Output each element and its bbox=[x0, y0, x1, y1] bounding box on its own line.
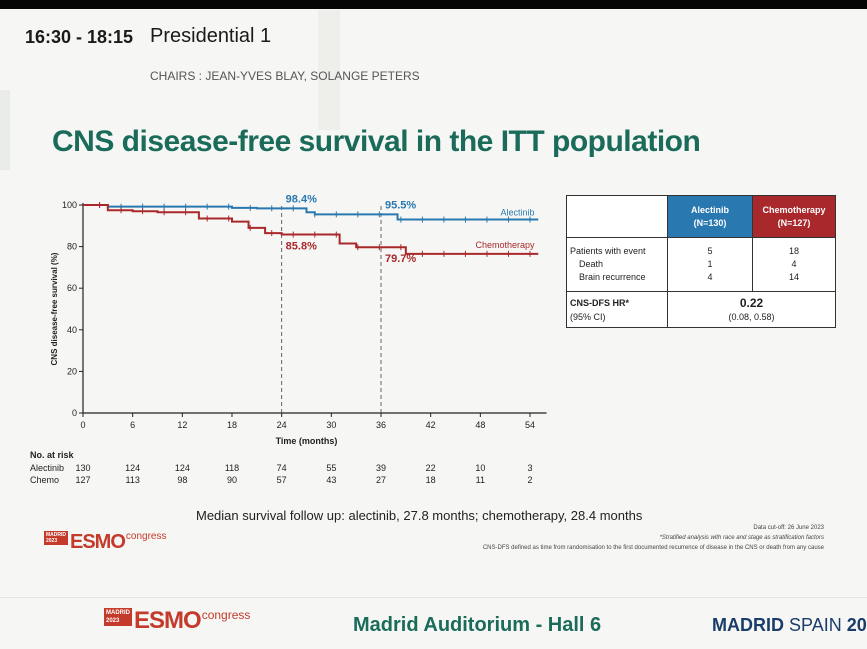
hr-label: CNS-DFS HR* bbox=[570, 297, 630, 308]
x-tick-label: 48 bbox=[475, 420, 485, 430]
session-chairs: CHAIRS : JEAN-YVES BLAY, SOLANGE PETERS bbox=[150, 69, 420, 83]
series-line-alectinib bbox=[83, 204, 539, 221]
annotation-79.7%: 79.7% bbox=[385, 253, 416, 265]
ci-label: (95% CI) bbox=[570, 311, 606, 322]
background-bar-left bbox=[0, 90, 10, 170]
x-axis-label: Time (months) bbox=[276, 436, 338, 446]
death-chemo: 4 bbox=[791, 259, 797, 269]
x-tick-label: 18 bbox=[227, 420, 237, 430]
events-labels: Patients with event Death Brain recurren… bbox=[566, 237, 668, 292]
at-risk-cell: 10 bbox=[475, 463, 486, 473]
venue-label: Madrid Auditorium - Hall 6 bbox=[353, 614, 602, 636]
table-corner bbox=[566, 195, 668, 238]
x-tick-label: 36 bbox=[376, 420, 386, 430]
summary-table: Alectinib (N=130) Chemotherapy (N=127) P… bbox=[566, 195, 836, 328]
at-risk-cell: 2 bbox=[527, 475, 533, 485]
header-chemo-name: Chemotherapy bbox=[762, 204, 826, 215]
session-name: Presidential 1 bbox=[150, 25, 272, 47]
logo-city-badge: MADRID 2023 bbox=[44, 531, 68, 545]
top-black-bar bbox=[0, 0, 867, 9]
table-header-chemotherapy: Chemotherapy (N=127) bbox=[752, 195, 836, 238]
y-tick-label: 20 bbox=[67, 366, 77, 376]
brain-chemo: 14 bbox=[788, 272, 799, 282]
series-label-chemotherapy: Chemotherapy bbox=[476, 240, 536, 250]
footnote-stratified: *Stratified analysis with race and stage… bbox=[659, 535, 824, 541]
at-risk-cell: 118 bbox=[224, 463, 240, 473]
death-label: Death bbox=[579, 259, 604, 269]
at-risk-cell: 98 bbox=[177, 475, 188, 485]
at-risk-cell: 39 bbox=[375, 463, 387, 473]
slide-title: CNS disease-free survival in the ITT pop… bbox=[52, 125, 701, 158]
at-risk-heading: No. at risk bbox=[30, 450, 74, 460]
at-risk-cell: 11 bbox=[475, 475, 485, 485]
hr-values: 0.22 (0.08, 0.58) bbox=[667, 291, 836, 328]
brain-alectinib: 4 bbox=[707, 272, 713, 282]
logo-congress: congress bbox=[125, 531, 167, 542]
at-risk-cell: 113 bbox=[125, 475, 140, 485]
footer-logo-congress: congress bbox=[201, 608, 251, 622]
annotation-95.5%: 95.5% bbox=[385, 199, 416, 211]
hr-labels: CNS-DFS HR* (95% CI) bbox=[566, 291, 668, 328]
esmo-logo-footer: MADRID 2023 ESMO congress bbox=[104, 608, 250, 634]
background-pillar bbox=[318, 10, 340, 130]
x-tick-label: 24 bbox=[277, 420, 287, 430]
series-line-chemotherapy bbox=[83, 204, 539, 255]
events-label: Patients with event bbox=[570, 246, 646, 256]
at-risk-cell: 130 bbox=[75, 463, 91, 473]
header-alectinib-n: (N=130) bbox=[693, 217, 727, 228]
x-tick-label: 0 bbox=[80, 420, 85, 430]
km-survival-chart: 0 20 40 60 80 100 0 6 12 18 24 30 36 42 48 54 Time (mont… bbox=[50, 193, 547, 446]
city-label: MADRID SPAIN 20 bbox=[712, 615, 867, 635]
bottom-bar bbox=[0, 597, 867, 649]
median-followup: Median survival follow up: alectinib, 27… bbox=[196, 508, 643, 523]
footer-logo-city-badge: MADRID 2023 bbox=[104, 608, 132, 626]
y-tick-label: 100 bbox=[62, 200, 77, 210]
x-tick-label: 54 bbox=[525, 420, 535, 430]
x-tick-label: 42 bbox=[426, 420, 436, 430]
at-risk-cell: 22 bbox=[425, 463, 436, 473]
at-risk-cell: 18 bbox=[425, 475, 436, 485]
at-risk-cell: 127 bbox=[75, 475, 91, 485]
x-tick-label: 12 bbox=[177, 420, 187, 430]
footnote-definition: CNS-DFS defined as time from randomisati… bbox=[482, 545, 824, 551]
at-risk-cell: 3 bbox=[527, 463, 533, 473]
x-tick-label: 6 bbox=[130, 420, 135, 430]
logo-brand: ESMO bbox=[70, 531, 126, 553]
at-risk-label-chemo: Chemo bbox=[30, 475, 60, 485]
events-chemotherapy: 18 4 14 bbox=[752, 237, 836, 292]
series-label-alectinib: Alectinib bbox=[501, 208, 535, 218]
annotation-85.8%: 85.8% bbox=[286, 241, 317, 253]
at-risk-cell: 55 bbox=[326, 463, 337, 473]
esmo-logo-slide: MADRID 2023 ESMO congress bbox=[44, 531, 166, 553]
header-alectinib-name: Alectinib bbox=[690, 204, 729, 215]
at-risk-cell: 27 bbox=[375, 475, 387, 485]
at-risk-cell: 90 bbox=[226, 475, 238, 485]
at-risk-cell: 74 bbox=[276, 463, 287, 473]
at-risk-label-alectinib: Alectinib bbox=[30, 463, 65, 473]
y-tick-label: 60 bbox=[67, 283, 77, 293]
events-chemo-total: 18 bbox=[788, 246, 799, 256]
ci-value: (0.08, 0.58) bbox=[728, 311, 775, 322]
at-risk-cell: 124 bbox=[174, 463, 190, 473]
y-tick-label: 80 bbox=[67, 242, 77, 252]
y-tick-label: 0 bbox=[72, 408, 77, 418]
footer-logo-brand: ESMO bbox=[134, 607, 202, 634]
x-tick-label: 30 bbox=[326, 420, 336, 430]
annotation-98.4%: 98.4% bbox=[286, 193, 317, 205]
footnote-cutoff: Data cut-off: 26 June 2023 bbox=[753, 525, 824, 531]
events-alectinib: 5 1 4 bbox=[667, 237, 753, 292]
header-chemo-n: (N=127) bbox=[777, 217, 811, 228]
death-alectinib: 1 bbox=[707, 259, 713, 269]
brain-label: Brain recurrence bbox=[579, 272, 646, 282]
at-risk-cell: 57 bbox=[276, 475, 287, 485]
table-header-alectinib: Alectinib (N=130) bbox=[667, 195, 753, 238]
y-axis-label: CNS disease-free survival (%) bbox=[50, 252, 59, 365]
events-alectinib-total: 5 bbox=[707, 246, 713, 256]
at-risk-cell: 43 bbox=[326, 475, 337, 485]
hr-value: 0.22 bbox=[739, 295, 764, 310]
y-tick-label: 40 bbox=[67, 325, 77, 335]
at-risk-cell: 124 bbox=[125, 463, 141, 473]
session-time: 16:30 - 18:15 bbox=[25, 27, 134, 47]
